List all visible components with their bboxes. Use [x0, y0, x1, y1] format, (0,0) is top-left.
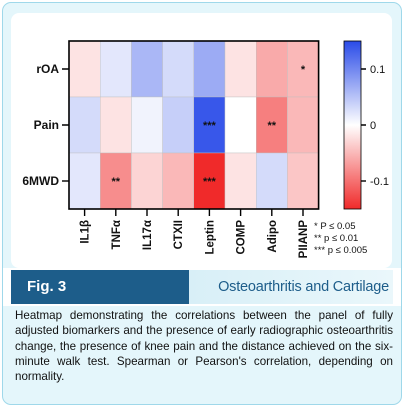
significance-mark: **	[112, 176, 121, 188]
heat-cell	[99, 152, 132, 210]
column-label: Leptin	[204, 220, 216, 255]
heat-cell	[193, 96, 226, 154]
heat-cell	[162, 40, 195, 98]
heat-cell	[287, 152, 319, 210]
significance-legend-item: ** p ≤ 0.01	[314, 233, 358, 244]
heat-cell	[68, 96, 101, 154]
colorbar-tick-label: 0.1	[370, 64, 385, 76]
heat-cell	[131, 152, 163, 210]
significance-legend-item: *** p ≤ 0.005	[314, 245, 367, 256]
heat-cell	[193, 40, 226, 98]
colorbar-tick-label: 0	[370, 120, 376, 132]
column-label: COMP	[236, 220, 248, 255]
heat-cell	[99, 40, 132, 98]
heat-cell	[162, 96, 195, 154]
column-label: TNFα	[111, 220, 123, 249]
heat-cell	[68, 152, 101, 210]
row-label: rOA	[36, 62, 59, 76]
heat-cell	[224, 96, 257, 154]
significance-mark: ***	[203, 120, 217, 132]
row-label: 6MWD	[22, 174, 59, 188]
significance-mark: *	[301, 64, 306, 76]
figure-panel: * *** ** ** *** rOA Pain 6MWD IL1β TNFα IL17α CTXII…	[11, 13, 392, 268]
heat-cell	[287, 96, 319, 154]
heat-cell	[99, 96, 132, 154]
significance-mark: **	[268, 120, 277, 132]
heat-cell	[255, 40, 288, 98]
heat-cell	[255, 96, 288, 154]
colorbar-tick-label: -0.1	[370, 176, 389, 188]
heat-cell	[287, 40, 319, 98]
heat-cell	[224, 40, 257, 98]
heat-cell	[255, 152, 288, 210]
column-label: IL17α	[142, 220, 154, 250]
figure-title-bar: Fig. 3 Osteoarthritis and Cartilage	[3, 268, 401, 306]
journal-name: Osteoarthritis and Cartilage	[189, 270, 393, 304]
heat-cell	[68, 40, 101, 98]
heat-cell	[193, 152, 226, 210]
significance-mark: ***	[203, 176, 217, 188]
heat-cell	[162, 152, 195, 210]
row-label: Pain	[34, 118, 59, 132]
figure-label: Fig. 3	[11, 270, 189, 304]
heat-cell	[131, 96, 163, 154]
column-label: PIIANP	[298, 220, 310, 259]
column-label: IL1β	[80, 220, 92, 244]
figure-caption: Heatmap demonstrating the correlations b…	[15, 309, 393, 384]
column-label: Adipo	[267, 220, 279, 253]
heat-cell	[224, 152, 257, 210]
column-label: CTXII	[173, 220, 185, 249]
heat-cell	[131, 40, 163, 98]
colorbar	[343, 40, 362, 210]
significance-legend-item: * P ≤ 0.05	[314, 221, 355, 232]
